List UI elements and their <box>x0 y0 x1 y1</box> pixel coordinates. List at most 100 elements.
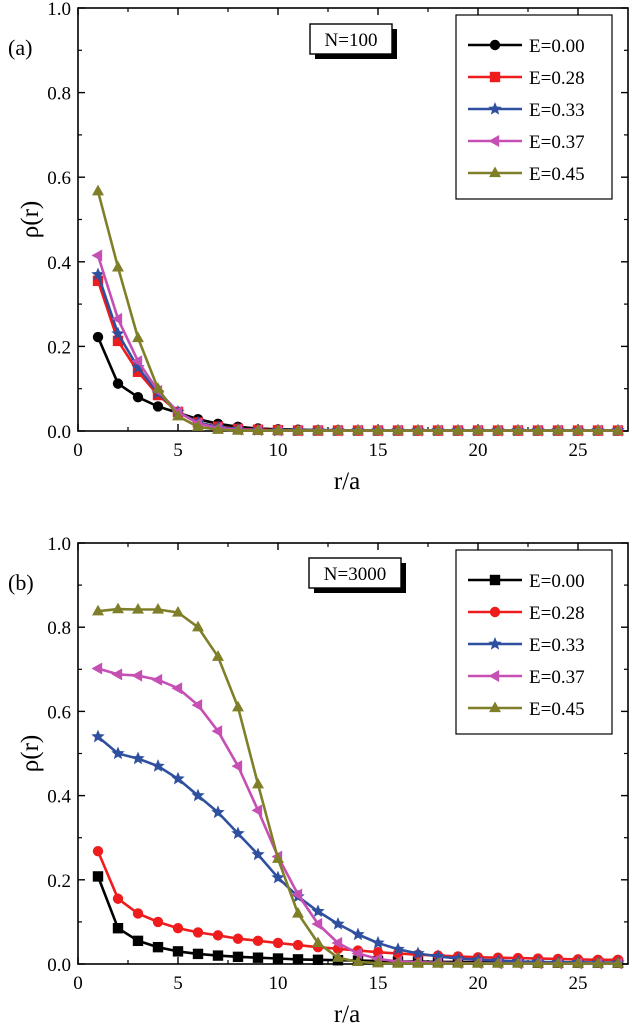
data-point <box>272 953 284 964</box>
y-tick-label: 0.6 <box>47 702 71 723</box>
data-point <box>211 805 225 819</box>
data-point <box>192 927 204 938</box>
legend-label: E=0.28 <box>529 68 585 89</box>
x-tick-label: 5 <box>173 440 183 461</box>
data-point <box>231 760 243 773</box>
legend-label: E=0.33 <box>529 100 585 121</box>
data-point <box>152 382 164 393</box>
data-point <box>232 700 244 712</box>
data-point <box>512 424 524 435</box>
legend-marker <box>488 101 502 115</box>
data-point <box>292 939 304 951</box>
legend-marker <box>489 71 501 83</box>
legend-label: E=0.00 <box>529 571 585 592</box>
data-point <box>312 936 324 948</box>
data-point <box>292 424 304 435</box>
data-point <box>332 424 344 435</box>
data-point <box>92 184 104 196</box>
legend-label: E=0.37 <box>529 667 585 688</box>
data-point <box>532 424 544 435</box>
legend-marker <box>489 39 501 51</box>
data-point <box>291 888 303 901</box>
data-point <box>592 424 604 435</box>
data-point <box>112 260 124 272</box>
data-point <box>131 355 143 368</box>
data-point <box>231 826 245 840</box>
data-point <box>91 249 103 262</box>
data-point <box>311 918 323 930</box>
data-point <box>91 662 103 675</box>
data-point <box>312 424 324 435</box>
data-point <box>152 603 164 614</box>
data-point <box>412 957 424 968</box>
series-line <box>96 850 618 962</box>
data-point <box>251 804 263 817</box>
y-tick-label: 0.8 <box>47 84 71 105</box>
x-tick-label: 5 <box>173 973 183 994</box>
chart-panel-b: 0 5 10 15 20 25 0.0 0.2 0.4 0.6 0.8 1.0 r/a ρ(r) (b) N=… <box>8 534 629 1027</box>
data-point <box>252 952 264 963</box>
x-tick-label: 15 <box>369 973 388 994</box>
data-point <box>92 604 104 616</box>
x-tick-label: 10 <box>269 973 288 994</box>
series-line <box>96 190 618 432</box>
data-point <box>232 951 244 963</box>
data-point <box>372 424 384 435</box>
data-point <box>132 391 144 403</box>
data-point <box>612 424 624 435</box>
data-point <box>111 746 125 760</box>
data-point <box>512 957 524 968</box>
data-point <box>332 951 344 962</box>
legend: E=0.00 E=0.28 E=0.33 E=0.37 E=0.45 <box>455 549 613 735</box>
y-tick-label: 0.2 <box>47 337 71 358</box>
data-point <box>212 423 224 434</box>
y-tick-label: 0.8 <box>47 618 71 639</box>
series-E=0.33 <box>91 729 625 969</box>
data-point <box>212 930 224 941</box>
data-point <box>532 957 544 968</box>
annotation-text: N=100 <box>325 30 378 51</box>
data-point <box>152 916 164 928</box>
data-point <box>292 954 304 965</box>
data-point <box>312 954 324 965</box>
y-axis-label: ρ(r) <box>17 201 44 238</box>
y-tick-label: 1.0 <box>47 0 71 20</box>
data-point <box>251 847 265 861</box>
y-tick-label: 0.4 <box>47 253 71 274</box>
data-point <box>152 401 164 412</box>
data-point <box>552 957 564 968</box>
x-tick-label: 10 <box>269 440 288 461</box>
data-point <box>592 957 604 968</box>
data-point <box>132 603 144 614</box>
data-point <box>352 424 364 435</box>
data-point <box>331 916 345 930</box>
data-point <box>212 950 224 961</box>
legend-marker <box>489 166 501 178</box>
series-E=0.45 <box>92 184 624 435</box>
data-point <box>152 941 164 953</box>
data-point <box>252 424 264 435</box>
data-point <box>432 424 444 435</box>
data-point <box>372 956 384 968</box>
data-point <box>432 957 444 968</box>
data-point <box>132 331 144 343</box>
data-point <box>271 870 285 884</box>
data-point <box>92 331 104 343</box>
y-tick-label: 0.0 <box>47 422 71 443</box>
data-point <box>351 927 365 941</box>
data-point <box>232 933 244 944</box>
data-point <box>612 957 624 968</box>
annotation-box <box>309 23 393 55</box>
legend-marker <box>488 636 502 650</box>
data-point <box>112 602 124 614</box>
data-point <box>172 923 184 934</box>
y-axis-label: ρ(r) <box>17 735 44 772</box>
data-point <box>91 729 105 743</box>
data-point <box>172 946 184 957</box>
data-point <box>272 424 284 435</box>
data-point <box>452 957 464 968</box>
data-point <box>492 424 504 435</box>
data-point <box>131 669 143 682</box>
data-point <box>131 360 145 374</box>
